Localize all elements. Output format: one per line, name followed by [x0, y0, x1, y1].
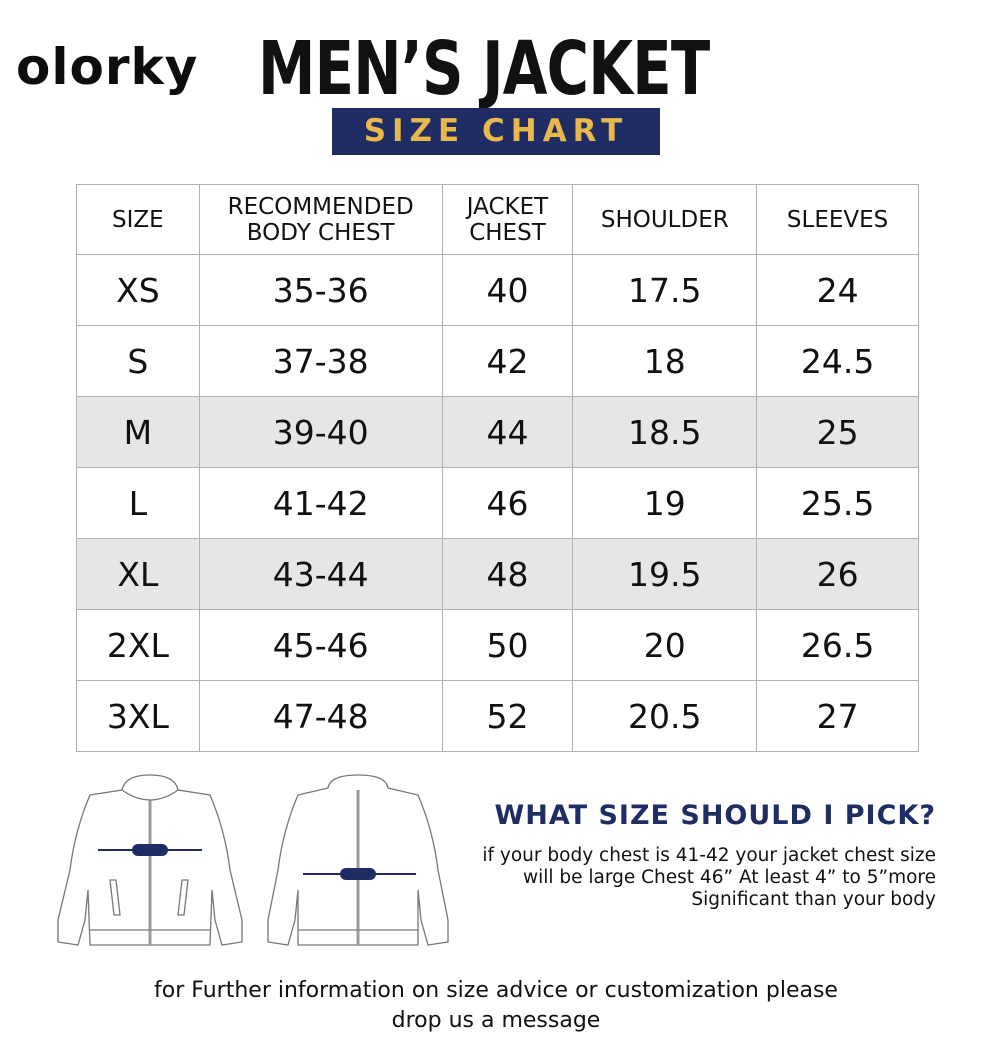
jacket-front-illustration	[57, 774, 243, 946]
table-cell: 47-48	[198, 680, 443, 752]
column-header: SHOULDER	[572, 184, 758, 255]
table-cell: 24	[756, 254, 919, 326]
advice-line: Significant than your body	[691, 889, 936, 910]
table-cell: 41-42	[198, 467, 443, 539]
table-cell: 26	[756, 538, 919, 610]
table-cell: 39-40	[198, 396, 443, 468]
table-cell: 35-36	[198, 254, 443, 326]
table-cell: 20	[572, 609, 758, 681]
table-cell: 18	[572, 325, 758, 397]
table-cell: 46	[441, 467, 574, 539]
table-row: S 37-38 42 18 24.5	[76, 325, 919, 397]
advice-line: if your body chest is 41-42 your jacket …	[482, 845, 936, 866]
table-cell: 17.5	[572, 254, 758, 326]
column-header: SLEEVES	[756, 184, 919, 255]
table-cell: 45-46	[198, 609, 443, 681]
footer-line: for Further information on size advice o…	[154, 978, 838, 1003]
column-header: RECOMMENDED BODY CHEST	[198, 184, 443, 255]
jacket-diagrams	[57, 774, 449, 946]
table-row: XL 43-44 48 19.5 26	[76, 538, 919, 610]
table-cell: 26.5	[756, 609, 919, 681]
advice-line: will be large Chest 46” At least 4” to 5…	[522, 867, 936, 888]
column-header: SIZE	[76, 184, 200, 255]
brand-logo: olorky	[16, 38, 199, 96]
column-header: JACKET CHEST	[441, 184, 574, 255]
table-cell: L	[76, 467, 200, 539]
size-chart-banner: SIZE CHART	[332, 108, 660, 155]
table-cell: 18.5	[572, 396, 758, 468]
table-cell: 40	[441, 254, 574, 326]
table-cell: 27	[756, 680, 919, 752]
advice-text: if your body chest is 41-42 your jacket …	[436, 845, 936, 911]
advice-title: WHAT SIZE SHOULD I PICK?	[494, 800, 936, 831]
table-cell: 44	[441, 396, 574, 468]
table-cell: XS	[76, 254, 200, 326]
table-header-row: SIZE RECOMMENDED BODY CHEST JACKET CHEST SH…	[76, 184, 919, 255]
table-cell: 43-44	[198, 538, 443, 610]
table-cell: S	[76, 325, 200, 397]
table-cell: 42	[441, 325, 574, 397]
footer-note: for Further information on size advice o…	[0, 976, 992, 1036]
table-cell: XL	[76, 538, 200, 610]
table-cell: 50	[441, 609, 574, 681]
table-cell: 2XL	[76, 609, 200, 681]
table-cell: 48	[441, 538, 574, 610]
table-row: 2XL 45-46 50 20 26.5	[76, 609, 919, 681]
table-cell: 25	[756, 396, 919, 468]
table-cell: 3XL	[76, 680, 200, 752]
table-cell: M	[76, 396, 200, 468]
table-cell: 25.5	[756, 467, 919, 539]
table-row: XS 35-36 40 17.5 24	[76, 254, 919, 326]
page-title: MEN’S JACKET	[258, 26, 710, 112]
table-row: L 41-42 46 19 25.5	[76, 467, 919, 539]
table-cell: 20.5	[572, 680, 758, 752]
table-row: 3XL 47-48 52 20.5 27	[76, 680, 919, 752]
table-cell: 24.5	[756, 325, 919, 397]
jacket-back-illustration	[267, 774, 449, 946]
table-cell: 37-38	[198, 325, 443, 397]
table-cell: 19	[572, 467, 758, 539]
table-cell: 19.5	[572, 538, 758, 610]
footer-line: drop us a message	[391, 1008, 601, 1033]
size-table: SIZE RECOMMENDED BODY CHEST JACKET CHEST SH…	[76, 184, 919, 752]
table-cell: 52	[441, 680, 574, 752]
table-row: M 39-40 44 18.5 25	[76, 396, 919, 468]
